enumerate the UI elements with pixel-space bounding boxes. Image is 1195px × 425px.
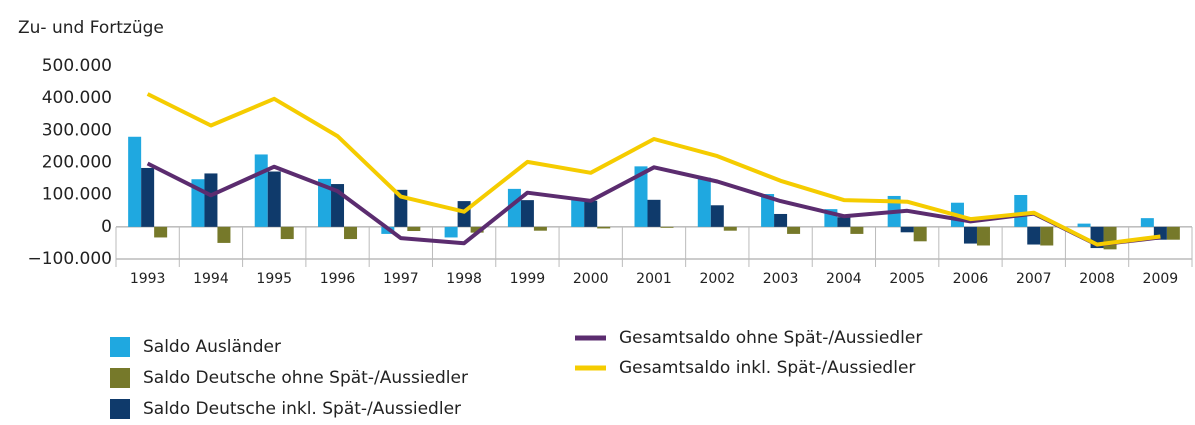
- y-tick-label: 200.000: [42, 153, 112, 173]
- y-tick-label: −100.000: [27, 249, 112, 269]
- bar: [254, 154, 268, 227]
- bar: [647, 199, 661, 227]
- x-tick-label: 2004: [826, 271, 862, 287]
- x-tick-label: 2009: [1143, 271, 1179, 287]
- bar: [913, 226, 927, 242]
- bar: [963, 226, 977, 244]
- bar: [154, 226, 168, 238]
- bar: [520, 200, 534, 227]
- bar: [900, 226, 914, 233]
- x-tick-label: 2000: [573, 271, 609, 287]
- x-tick-label: 2002: [699, 271, 735, 287]
- bar: [837, 217, 851, 227]
- line: [146, 92, 1161, 247]
- bar: [850, 226, 864, 234]
- x-tick-label: 1995: [256, 271, 292, 287]
- bar: [280, 226, 294, 240]
- bar: [571, 199, 585, 227]
- y-tick-label: 400.000: [42, 88, 112, 108]
- bar: [584, 200, 598, 227]
- bar: [597, 226, 611, 229]
- bar: [697, 177, 711, 227]
- x-tick-label: 2001: [636, 271, 672, 287]
- x-tick-label: 1994: [193, 271, 229, 287]
- x-tick-label: 2005: [889, 271, 925, 287]
- bar: [407, 226, 421, 232]
- x-tick-label: 1993: [130, 271, 166, 287]
- legend-swatch: [110, 368, 130, 388]
- bar: [774, 213, 788, 227]
- bar: [723, 226, 737, 231]
- y-tick-label: 0: [101, 217, 112, 237]
- bar: [1166, 226, 1180, 240]
- bar: [1040, 226, 1054, 246]
- y-tick-label: 500.000: [42, 56, 112, 76]
- legend-label: Gesamtsaldo inkl. Spät-/Aussiedler: [619, 358, 915, 378]
- x-tick-label: 2008: [1079, 271, 1115, 287]
- bar: [344, 226, 358, 240]
- bar: [1140, 218, 1154, 227]
- x-tick-label: 1999: [510, 271, 546, 287]
- bar: [660, 226, 674, 228]
- y-tick-label: 300.000: [42, 120, 112, 140]
- bar: [444, 226, 458, 238]
- bar: [141, 167, 155, 227]
- bar: [761, 194, 775, 227]
- x-tick-label: 2006: [953, 271, 989, 287]
- legend-label: Saldo Deutsche inkl. Spät-/Aussiedler: [143, 399, 461, 419]
- legend-label: Saldo Deutsche ohne Spät-/Aussiedler: [143, 368, 468, 388]
- bar: [1103, 226, 1117, 250]
- bar: [787, 226, 801, 234]
- y-tick-label: 100.000: [42, 185, 112, 205]
- legend-swatch: [110, 337, 130, 357]
- x-tick-label: 1996: [320, 271, 356, 287]
- bar: [1014, 194, 1028, 227]
- bar: [533, 226, 547, 231]
- bar: [204, 173, 218, 227]
- bar: [128, 136, 142, 227]
- legend-label: Saldo Ausländer: [143, 337, 281, 357]
- bar: [267, 171, 281, 227]
- bar: [318, 178, 332, 227]
- bar: [634, 166, 648, 227]
- x-tick-label: 2007: [1016, 271, 1052, 287]
- bar: [217, 226, 231, 243]
- bar: [470, 226, 484, 233]
- x-tick-label: 2003: [763, 271, 799, 287]
- x-tick-label: 1998: [446, 271, 482, 287]
- bar: [710, 205, 724, 227]
- x-tick-label: 1997: [383, 271, 419, 287]
- legend-swatch: [110, 399, 130, 419]
- legend-label: Gesamtsaldo ohne Spät-/Aussiedler: [619, 328, 922, 348]
- chart-title: Zu- und Fortzüge: [18, 18, 164, 38]
- bar: [976, 226, 990, 246]
- bar: [1027, 226, 1041, 245]
- bar: [457, 201, 471, 227]
- bar: [1077, 223, 1091, 227]
